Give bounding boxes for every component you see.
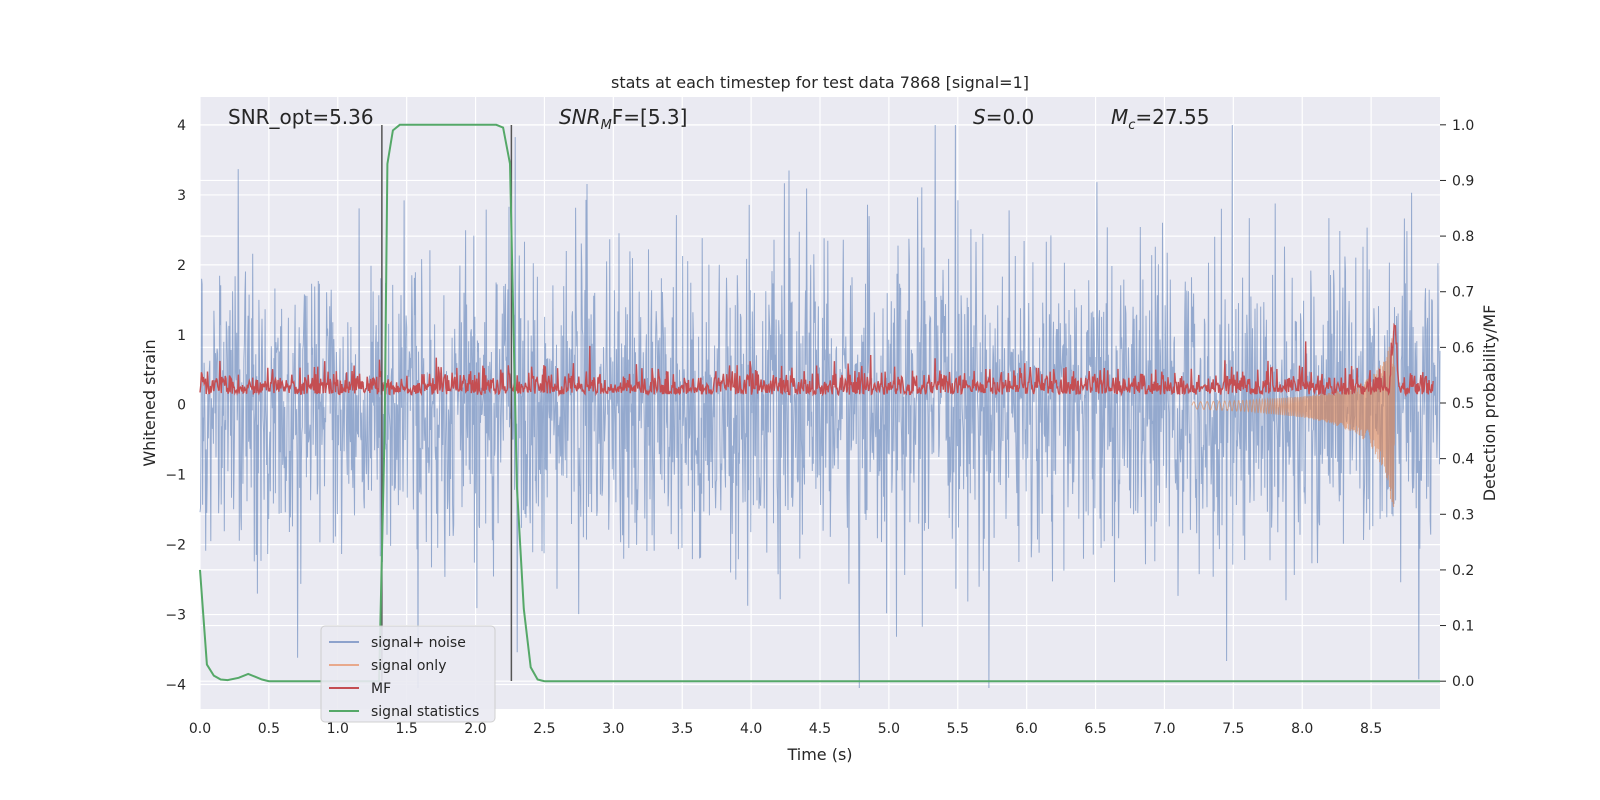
x-tick-label: 5.0 [878, 721, 900, 737]
signal-noise-line [199, 124, 1441, 689]
y-left-axis-ticks: 4 3 2 1 0 −1 −2 −3 −4 [165, 118, 186, 694]
y-right-tick-label: 0.4 [1452, 452, 1474, 468]
y-right-tick-label: 0.7 [1452, 285, 1474, 301]
annotation-s: S=0.0 [973, 105, 1034, 129]
y-right-tick-label: 0.5 [1452, 396, 1474, 412]
x-axis-ticks: 0.0 0.5 1.0 1.5 2.0 2.5 3.0 3.5 4.0 4.5 5.0 5.5 6.0 6… [189, 721, 1382, 737]
x-tick-label: 5.5 [947, 721, 969, 737]
x-tick-label: 2.0 [464, 721, 486, 737]
snr-mf-base: SNR [559, 105, 601, 129]
signal-statistics-series [199, 123, 1440, 683]
legend-items: signal+ noise signal only MF signal statist… [329, 635, 479, 720]
x-tick-label: 8.5 [1360, 721, 1382, 737]
mf-series [199, 322, 1434, 398]
annotation-snr-opt: SNR_opt=5.36 [228, 105, 374, 129]
y-left-tick-label: −1 [165, 468, 186, 484]
y-right-tick-label: 1.0 [1452, 118, 1474, 134]
y-right-tick-label: 0.6 [1452, 340, 1474, 356]
y-left-tick-label: −4 [165, 678, 186, 694]
chart-title: stats at each timestep for test data 786… [611, 73, 1029, 92]
y-right-tick-label: 0.2 [1452, 563, 1474, 579]
x-tick-label: 4.5 [809, 721, 831, 737]
legend: signal+ noise signal only MF signal statist… [320, 625, 496, 723]
y-left-tick-label: −3 [165, 608, 186, 624]
legend-label: signal only [371, 658, 446, 674]
y-left-tick-label: 3 [177, 188, 186, 204]
x-tick-label: 8.0 [1291, 721, 1313, 737]
legend-label: signal statistics [371, 704, 479, 720]
legend-box [320, 625, 496, 723]
x-axis-label: Time (s) [786, 745, 852, 764]
y-right-tick-label: 0.8 [1452, 229, 1474, 245]
signal-noise-series [199, 124, 1441, 689]
s-rest: =0.0 [986, 105, 1035, 129]
x-tick-label: 1.5 [396, 721, 418, 737]
mc-sub: c [1128, 118, 1135, 133]
x-tick-label: 6.0 [1016, 721, 1038, 737]
y-left-tick-label: −2 [165, 538, 186, 554]
x-tick-label: 4.0 [740, 721, 762, 737]
x-tick-label: 2.5 [533, 721, 555, 737]
y-left-axis-label: Whitened strain [140, 339, 159, 466]
x-tick-label: 6.5 [1084, 721, 1106, 737]
y-left-tick-label: 0 [177, 398, 186, 414]
x-tick-label: 3.0 [602, 721, 624, 737]
snr-mf-sub: M [601, 118, 612, 133]
x-tick-label: 0.0 [189, 721, 211, 737]
y-right-axis-ticks: 1.0 0.9 0.8 0.7 0.6 0.5 0.4 0.3 0.2 0.1 0.0 [1440, 118, 1474, 690]
y-right-tick-label: 0.0 [1452, 674, 1474, 690]
signal-only-series [1191, 330, 1395, 508]
x-tick-label: 1.0 [327, 721, 349, 737]
signal-only-line [1191, 330, 1395, 508]
y-left-tick-label: 4 [177, 118, 186, 134]
s-var: S [973, 105, 986, 129]
y-left-tick-label: 1 [177, 328, 186, 344]
x-tick-label: 7.0 [1153, 721, 1175, 737]
x-tick-label: 3.5 [671, 721, 693, 737]
x-tick-label: 0.5 [258, 721, 280, 737]
legend-label: MF [371, 681, 391, 697]
x-tick-label: 7.5 [1222, 721, 1244, 737]
snr-mf-rest: F=[5.3] [612, 105, 688, 129]
mc-rest: =27.55 [1135, 105, 1209, 129]
y-right-tick-label: 0.1 [1452, 619, 1474, 635]
mf-line [199, 322, 1434, 398]
y-right-tick-label: 0.3 [1452, 507, 1474, 523]
y-right-tick-label: 0.9 [1452, 173, 1474, 189]
signal-statistics-line [199, 123, 1440, 683]
legend-label: signal+ noise [371, 635, 466, 651]
annotation-snr-mf: SNRMF=[5.3] [559, 105, 687, 133]
annotation-mc: Mc=27.55 [1111, 105, 1209, 133]
mc-base: M [1111, 105, 1128, 129]
y-right-axis-label: Detection probability/MF [1480, 305, 1499, 502]
y-left-tick-label: 2 [177, 258, 186, 274]
